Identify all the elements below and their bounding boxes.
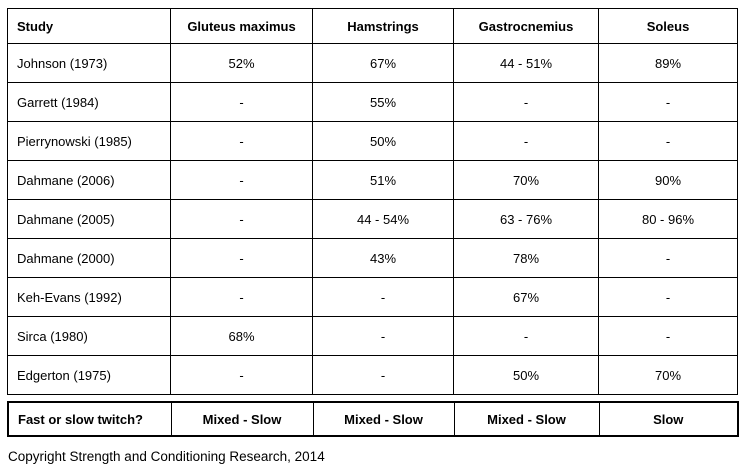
value-cell: - bbox=[170, 355, 313, 395]
value-cell: 90% bbox=[598, 160, 738, 200]
muscle-fiber-table: Study Gluteus maximus Hamstrings Gastroc… bbox=[7, 8, 738, 395]
summary-value-cell: Mixed - Slow bbox=[170, 401, 314, 437]
value-cell: 68% bbox=[170, 316, 313, 356]
column-header-gastrocnemius: Gastrocnemius bbox=[453, 8, 599, 44]
value-cell: 67% bbox=[453, 277, 599, 317]
value-cell: - bbox=[170, 82, 313, 122]
value-cell: - bbox=[170, 199, 313, 239]
table-row: Johnson (1973) 52% 67% 44 - 51% 89% bbox=[7, 43, 738, 83]
value-cell: 52% bbox=[170, 43, 313, 83]
study-cell: Edgerton (1975) bbox=[7, 355, 171, 395]
value-cell: 67% bbox=[312, 43, 454, 83]
value-cell: 70% bbox=[453, 160, 599, 200]
summary-value-cell: Slow bbox=[598, 401, 739, 437]
value-cell: 70% bbox=[598, 355, 738, 395]
value-cell: 63 - 76% bbox=[453, 199, 599, 239]
copyright-text: Copyright Strength and Conditioning Rese… bbox=[8, 449, 325, 464]
summary-label: Fast or slow twitch? bbox=[7, 401, 172, 437]
header-row: Study Gluteus maximus Hamstrings Gastroc… bbox=[7, 8, 738, 44]
twitch-summary-table: Fast or slow twitch? Mixed - Slow Mixed … bbox=[7, 401, 739, 437]
value-cell: - bbox=[453, 121, 599, 161]
value-cell: - bbox=[598, 238, 738, 278]
study-cell: Johnson (1973) bbox=[7, 43, 171, 83]
table-row: Garrett (1984) - 55% - - bbox=[7, 82, 738, 122]
value-cell: - bbox=[453, 316, 599, 356]
study-cell: Garrett (1984) bbox=[7, 82, 171, 122]
value-cell: 50% bbox=[312, 121, 454, 161]
study-cell: Sirca (1980) bbox=[7, 316, 171, 356]
value-cell: - bbox=[598, 277, 738, 317]
table-row: Pierrynowski (1985) - 50% - - bbox=[7, 121, 738, 161]
value-cell: - bbox=[312, 316, 454, 356]
value-cell: 78% bbox=[453, 238, 599, 278]
value-cell: 50% bbox=[453, 355, 599, 395]
table-row: Keh-Evans (1992) - - 67% - bbox=[7, 277, 738, 317]
value-cell: - bbox=[453, 82, 599, 122]
value-cell: 55% bbox=[312, 82, 454, 122]
value-cell: - bbox=[170, 238, 313, 278]
study-cell: Dahmane (2006) bbox=[7, 160, 171, 200]
column-header-soleus: Soleus bbox=[598, 8, 738, 44]
table-row: Dahmane (2000) - 43% 78% - bbox=[7, 238, 738, 278]
table-row: Edgerton (1975) - - 50% 70% bbox=[7, 355, 738, 395]
value-cell: 43% bbox=[312, 238, 454, 278]
value-cell: - bbox=[170, 160, 313, 200]
summary-value-cell: Mixed - Slow bbox=[312, 401, 455, 437]
study-cell: Pierrynowski (1985) bbox=[7, 121, 171, 161]
value-cell: 80 - 96% bbox=[598, 199, 738, 239]
value-cell: - bbox=[312, 355, 454, 395]
value-cell: 89% bbox=[598, 43, 738, 83]
study-cell: Keh-Evans (1992) bbox=[7, 277, 171, 317]
table-row: Dahmane (2005) - 44 - 54% 63 - 76% 80 - … bbox=[7, 199, 738, 239]
study-cell: Dahmane (2005) bbox=[7, 199, 171, 239]
study-cell: Dahmane (2000) bbox=[7, 238, 171, 278]
table-row: Sirca (1980) 68% - - - bbox=[7, 316, 738, 356]
value-cell: - bbox=[598, 121, 738, 161]
value-cell: 44 - 54% bbox=[312, 199, 454, 239]
summary-value-cell: Mixed - Slow bbox=[453, 401, 600, 437]
value-cell: - bbox=[598, 316, 738, 356]
value-cell: - bbox=[170, 121, 313, 161]
value-cell: - bbox=[312, 277, 454, 317]
column-header-study: Study bbox=[7, 8, 171, 44]
value-cell: - bbox=[598, 82, 738, 122]
value-cell: 51% bbox=[312, 160, 454, 200]
column-header-gluteus-maximus: Gluteus maximus bbox=[170, 8, 313, 44]
column-header-hamstrings: Hamstrings bbox=[312, 8, 454, 44]
table-row: Dahmane (2006) - 51% 70% 90% bbox=[7, 160, 738, 200]
value-cell: 44 - 51% bbox=[453, 43, 599, 83]
value-cell: - bbox=[170, 277, 313, 317]
page: Study Gluteus maximus Hamstrings Gastroc… bbox=[7, 8, 739, 464]
summary-row: Fast or slow twitch? Mixed - Slow Mixed … bbox=[7, 401, 739, 437]
